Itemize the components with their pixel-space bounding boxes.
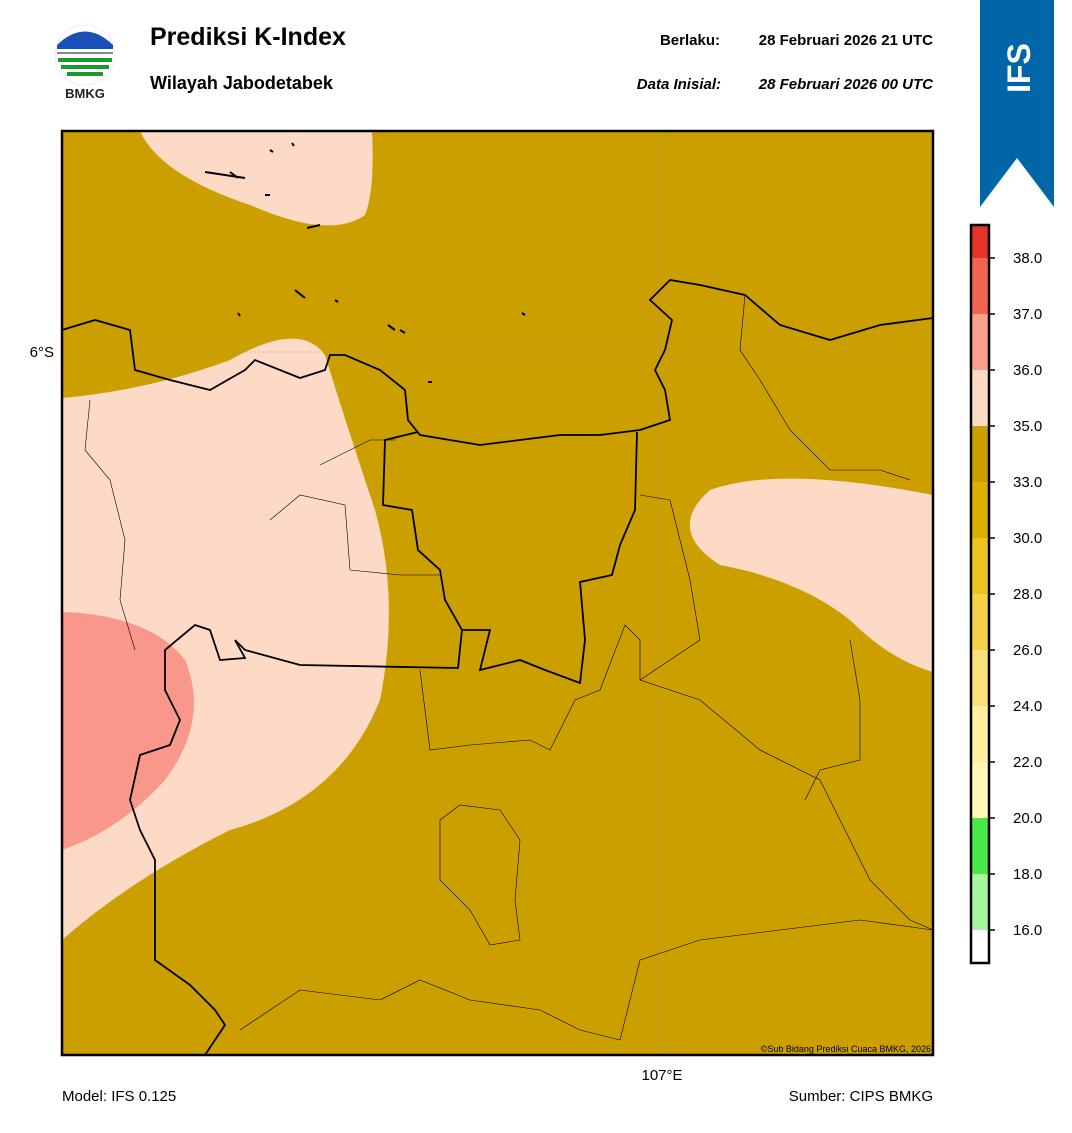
init-time: 28 Februari 2026 00 UTC (758, 76, 934, 93)
colorbar: 16.0 18.0 20.0 22.0 24.0 26.0 28.0 30.0 33.0 35.0… (969, 223, 1042, 965)
colorbar-tick-label: 22.0 (1013, 754, 1042, 771)
contour-area (62, 612, 194, 850)
colorbar-segment (971, 225, 989, 258)
subtitle: Wilayah Jabodetabek (150, 73, 334, 93)
valid-time: 28 Februari 2026 21 UTC (759, 32, 933, 49)
colorbar-tick-label: 26.0 (1013, 642, 1042, 659)
province-border (462, 431, 638, 685)
colorbar-tick-label: 20.0 (1013, 810, 1042, 827)
province-border (129, 431, 463, 1055)
district-border (84, 294, 933, 1041)
lon-label: 107°E (641, 1067, 682, 1084)
colorbar-segment (971, 594, 989, 650)
source-text: Sumber: CIPS BMKG (789, 1088, 933, 1105)
colorbar-segment (971, 650, 989, 706)
init-label: Data Inisial: (637, 76, 721, 93)
colorbar-tick-label: 33.0 (1013, 474, 1042, 491)
colorbar-tick-label: 30.0 (1013, 530, 1042, 547)
credit: ©Sub Bidang Prediksi Cuaca BMKG, 2026 (761, 1044, 931, 1054)
colorbar-segment (971, 930, 989, 963)
contour-area (689, 478, 933, 672)
colorbar-segment (971, 482, 989, 538)
colorbar-segment (971, 818, 989, 874)
colorbar-tick-label: 16.0 (1013, 922, 1042, 939)
colorbar-tick-label: 37.0 (1013, 306, 1042, 323)
model-text: Model: IFS 0.125 (62, 1088, 176, 1105)
colorbar-segment (971, 762, 989, 818)
colorbar-segment (971, 874, 989, 930)
colorbar-tick-label: 28.0 (1013, 586, 1042, 603)
coastline (62, 279, 933, 446)
map (60, 129, 935, 1057)
logo-text: BMKG (65, 86, 105, 101)
colorbar-segment (971, 314, 989, 370)
badge (980, 0, 1054, 207)
colorbar-tick-label: 38.0 (1013, 250, 1042, 267)
colorbar-tick-label: 18.0 (1013, 866, 1042, 883)
badge-text: IFS (1001, 43, 1037, 93)
colorbar-segment (971, 258, 989, 314)
map-frame (60, 129, 935, 1057)
contour-area (140, 131, 373, 226)
colorbar-tick-label: 24.0 (1013, 698, 1042, 715)
colorbar-tick-label: 36.0 (1013, 362, 1042, 379)
title: Prediksi K-Index (150, 23, 346, 51)
colorbar-segment (971, 426, 989, 482)
colorbar-segment (971, 370, 989, 426)
valid-label: Berlaku: (660, 32, 720, 49)
colorbar-segment (971, 706, 989, 762)
lat-label: 6°S (30, 344, 54, 361)
logo (54, 24, 116, 86)
colorbar-segment (971, 538, 989, 594)
colorbar-tick-label: 35.0 (1013, 418, 1042, 435)
island (204, 142, 526, 383)
